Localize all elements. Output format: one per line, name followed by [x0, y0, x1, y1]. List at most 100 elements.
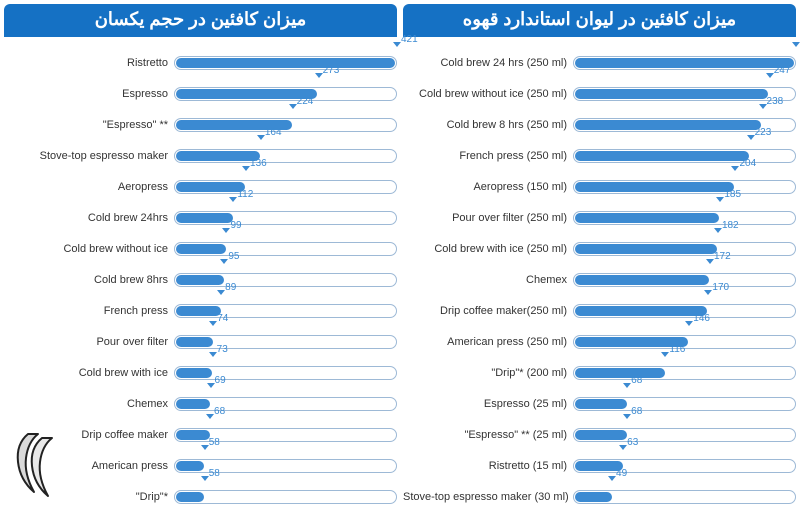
chart-row: Cold brew without ice99 [4, 233, 397, 264]
bar-track [573, 242, 796, 256]
row-value: 69 [215, 375, 226, 386]
row-label: Cold brew 8hrs [4, 274, 174, 286]
row-value: 224 [297, 96, 314, 107]
chart-row: Espresso273 [4, 78, 397, 109]
pointer-icon [220, 259, 228, 264]
pointer-icon [201, 476, 209, 481]
bar-track [174, 211, 397, 225]
bar-track [174, 490, 397, 504]
bar-wrap: 74 [174, 326, 397, 357]
row-value: 99 [230, 220, 241, 231]
pointer-icon [759, 104, 767, 109]
bar-fill [176, 368, 212, 378]
bar-fill [575, 213, 719, 223]
bar-track [174, 273, 397, 287]
pointer-icon [217, 290, 225, 295]
bar-fill [575, 120, 761, 130]
row-value: 182 [722, 220, 739, 231]
chart-row: American press (250 ml)146 [403, 326, 796, 357]
row-label: Aeropress [4, 181, 174, 193]
bar-track [174, 335, 397, 349]
bar-track [174, 118, 397, 132]
bar-fill [575, 182, 734, 192]
pointer-icon [792, 42, 800, 47]
row-value: 185 [724, 189, 741, 200]
pointer-icon [206, 414, 214, 419]
bar-fill [575, 306, 707, 316]
bar-track [174, 56, 397, 70]
bar-wrap: 421 [174, 47, 397, 78]
row-value: 89 [225, 282, 236, 293]
bar-track [174, 428, 397, 442]
row-label: Stove-top espresso maker (30 ml) [403, 491, 573, 503]
chart-row: Chemex69 [4, 388, 397, 419]
row-label: Drip coffee maker(250 ml) [403, 305, 573, 317]
bar-fill [176, 58, 395, 68]
row-value: 273 [323, 65, 340, 76]
bar-wrap: 164 [174, 140, 397, 171]
row-label: Cold brew 24hrs [4, 212, 174, 224]
row-value: 74 [217, 313, 228, 324]
bar-track [174, 180, 397, 194]
bar-wrap: 280 [573, 47, 796, 78]
bar-track [573, 428, 796, 442]
logo-icon [6, 424, 66, 502]
chart-row: Cold brew with ice (250 ml)182 [403, 233, 796, 264]
row-label: Ristretto (15 ml) [403, 460, 573, 472]
pointer-icon [315, 73, 323, 78]
chart-row: French press89 [4, 295, 397, 326]
bar-fill [575, 275, 709, 285]
row-label: French press [4, 305, 174, 317]
row-label: "Espresso" ** (25 ml) [403, 429, 573, 441]
right-title: میزان کافئین در لیوان استاندارد قهوه [403, 4, 796, 37]
bar-track [573, 366, 796, 380]
chart-row: Ristretto (15 ml)63 [403, 450, 796, 481]
row-value: 58 [209, 468, 220, 479]
row-value: 204 [739, 158, 756, 169]
row-value: 136 [250, 158, 267, 169]
pointer-icon [608, 476, 616, 481]
left-title: میزان کافئین در حجم یکسان [4, 4, 397, 37]
chart-row: "Espresso" **224 [4, 109, 397, 140]
row-value: 164 [265, 127, 282, 138]
chart-row: Cold brew 24hrs112 [4, 202, 397, 233]
bar-wrap: 89 [174, 295, 397, 326]
row-label: Chemex [403, 274, 573, 286]
pointer-icon [257, 135, 265, 140]
chart-row: Aeropress136 [4, 171, 397, 202]
right-panel: میزان کافئین در لیوان استاندارد قهوه Col… [403, 4, 796, 504]
bar-fill [176, 461, 204, 471]
bar-fill [176, 213, 233, 223]
chart-row: Cold brew 24 hrs (250 ml)280 [403, 47, 796, 78]
row-label: Pour over filter [4, 336, 174, 348]
row-value: 238 [767, 96, 784, 107]
bar-wrap: 136 [174, 171, 397, 202]
pointer-icon [289, 104, 297, 109]
pointer-icon [661, 352, 669, 357]
bar-fill [575, 151, 749, 161]
bar-track [573, 397, 796, 411]
bar-fill [575, 89, 768, 99]
chart-row: Cold brew 8hrs95 [4, 264, 397, 295]
pointer-icon [242, 166, 250, 171]
row-label: Espresso (25 ml) [403, 398, 573, 410]
bar-wrap: 223 [573, 140, 796, 171]
row-value: 116 [669, 344, 685, 355]
bar-fill [575, 368, 665, 378]
chart-row: Cold brew 8 hrs (250 ml)238 [403, 109, 796, 140]
pointer-icon [209, 321, 217, 326]
row-label: "Drip"* (200 ml) [403, 367, 573, 379]
row-value: 58 [209, 437, 220, 448]
bar-wrap: 116 [573, 357, 796, 388]
row-value: 68 [214, 406, 225, 417]
pointer-icon [716, 197, 724, 202]
bar-wrap: 58 [174, 481, 397, 512]
bar-track [573, 211, 796, 225]
pointer-icon [706, 259, 714, 264]
pointer-icon [619, 445, 627, 450]
bar-fill [575, 492, 612, 502]
bar-track [573, 304, 796, 318]
bar-wrap: 95 [174, 264, 397, 295]
pointer-icon [747, 135, 755, 140]
bar-wrap: 68 [573, 419, 796, 450]
